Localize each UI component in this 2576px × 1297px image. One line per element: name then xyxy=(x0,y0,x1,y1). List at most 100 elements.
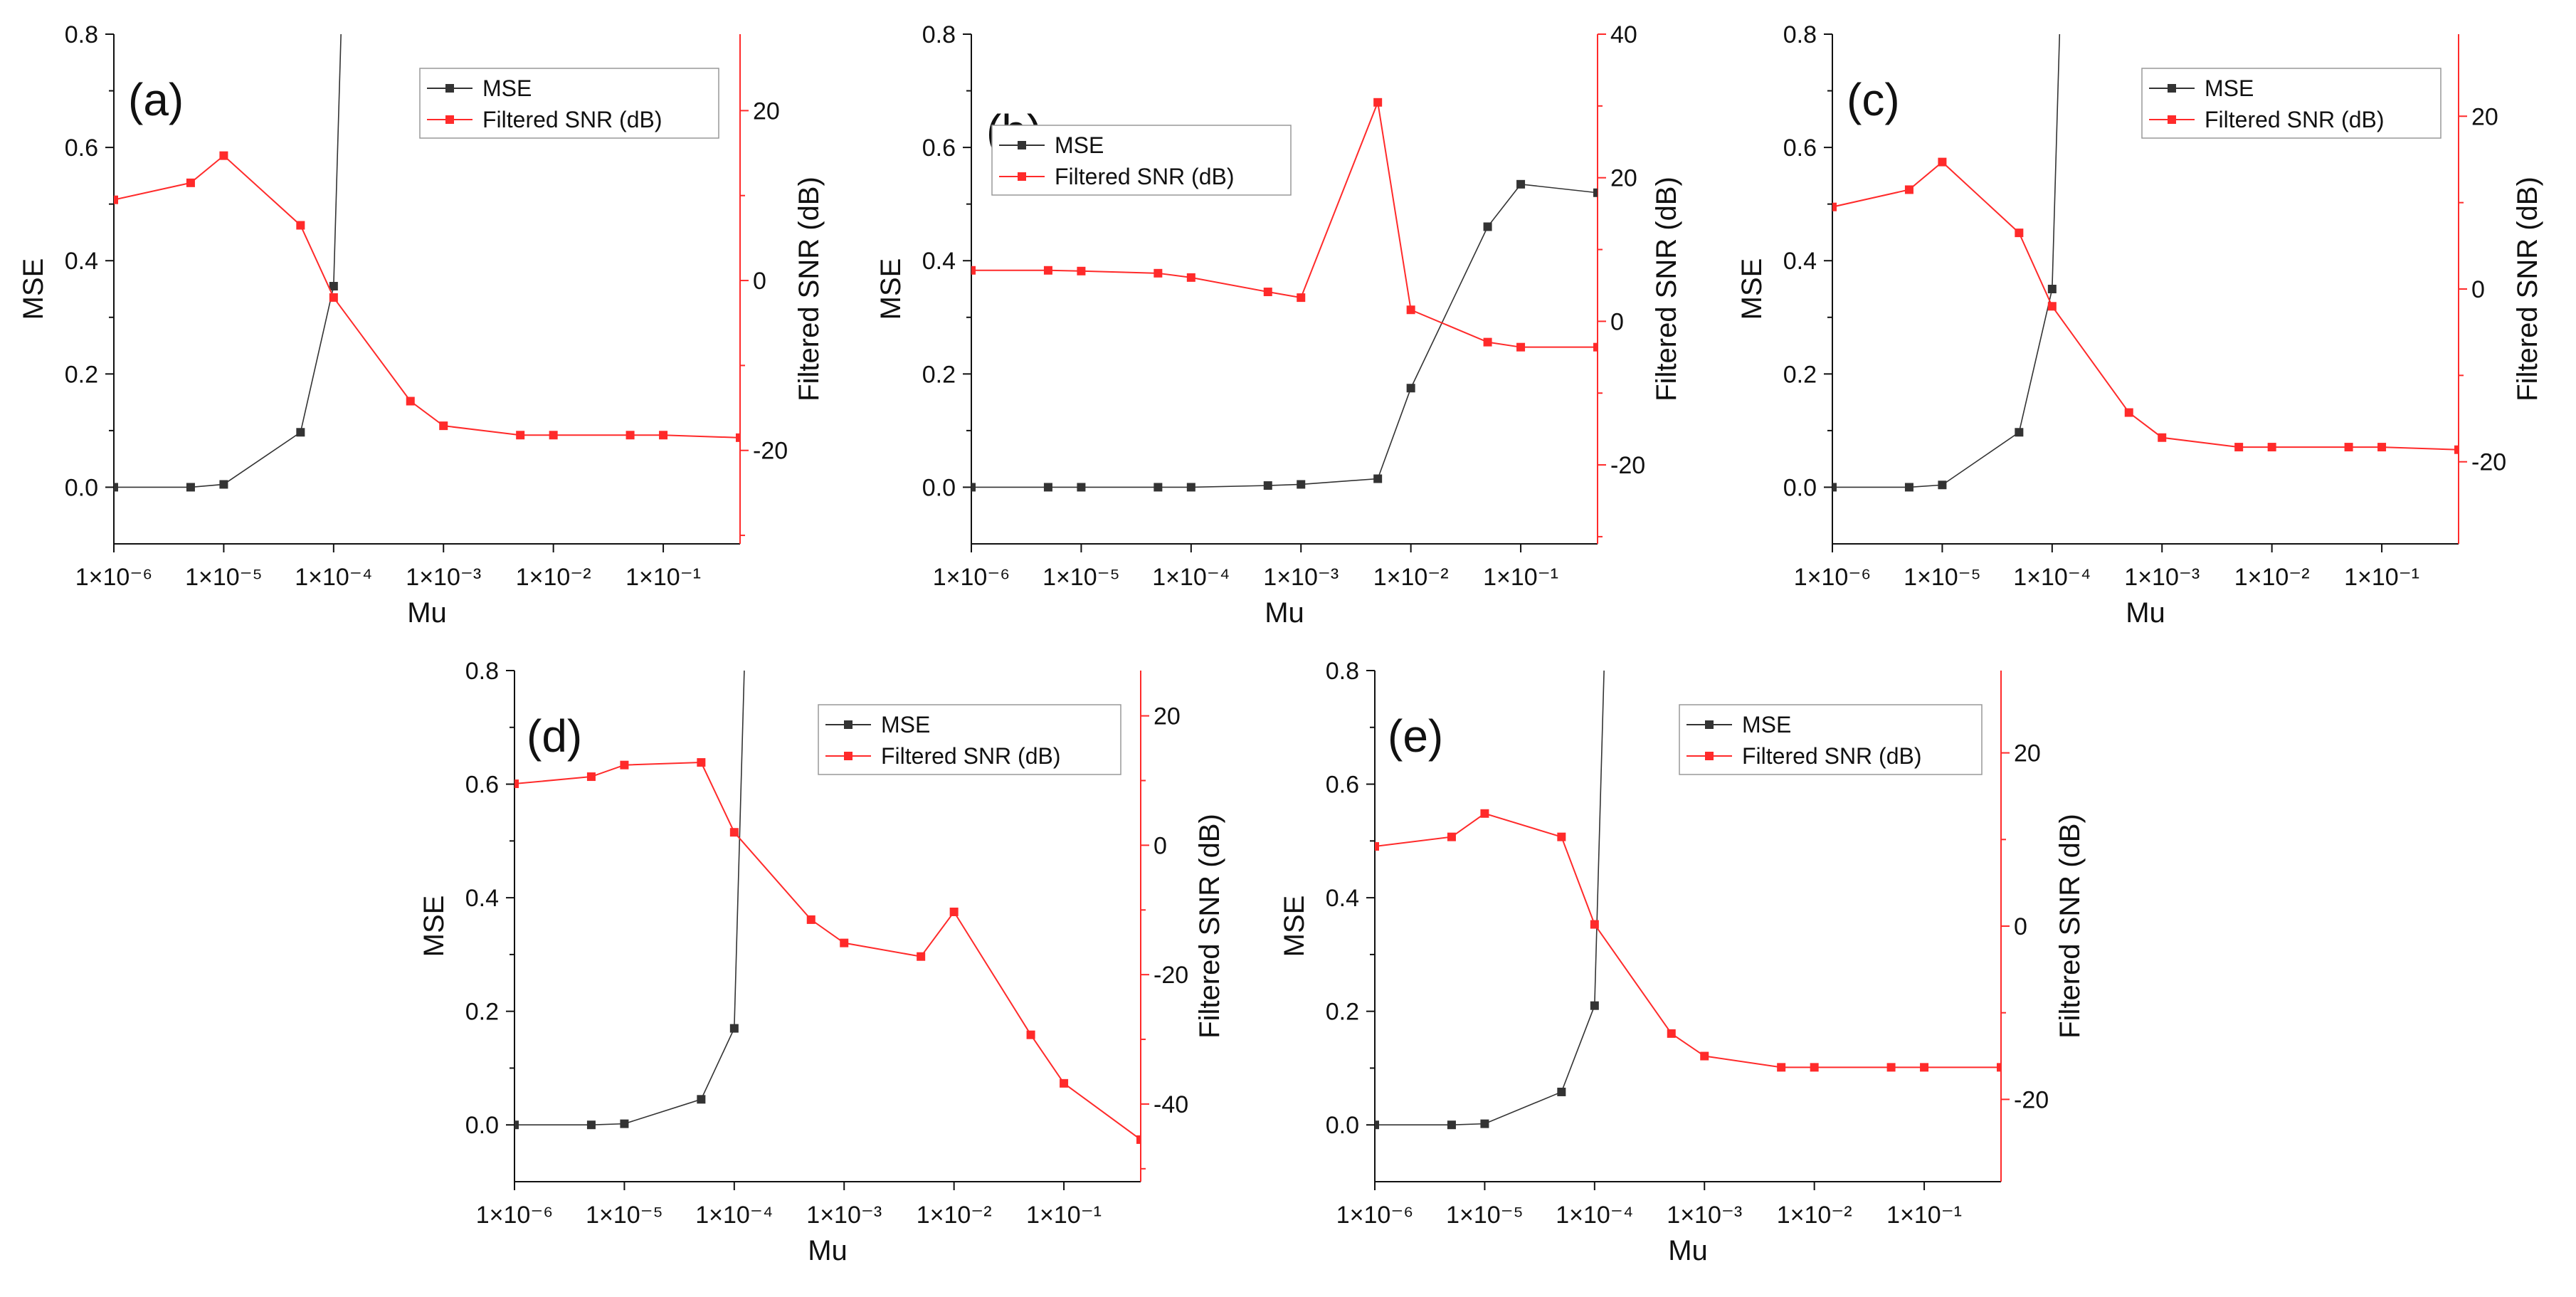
mse-point xyxy=(1593,188,1598,197)
legend-marker xyxy=(2168,115,2176,124)
y2-axis-title: Filtered SNR (dB) xyxy=(1651,177,1682,401)
legend-box xyxy=(2141,68,2442,139)
x-tick-label: 1×10⁻¹ xyxy=(625,564,701,591)
chart-panel-3: 1×10⁻⁶ 1×10⁻⁵ 1×10⁻⁴ 1×10⁻³ 1×10⁻² 1×10⁻¹ 0.0 0… xyxy=(1736,21,2543,629)
mse-point xyxy=(586,1120,596,1130)
snr-point xyxy=(296,221,305,230)
y2-tick-label: -20 xyxy=(1154,962,1188,989)
x-axis-title: Mu xyxy=(1265,597,1304,629)
snr-point xyxy=(1186,273,1195,282)
snr-line xyxy=(514,762,1141,1140)
legend: MSE Filtered SNR (dB) xyxy=(1679,704,1983,775)
series-group xyxy=(114,34,740,492)
chart-panel-1: 1×10⁻⁶ 1×10⁻⁵ 1×10⁻⁴ 1×10⁻³ 1×10⁻² 1×10⁻¹ 0.0 0… xyxy=(18,21,825,629)
x-tick-label: 1×10⁻³ xyxy=(1667,1202,1742,1229)
x-tick-label: 1×10⁻⁵ xyxy=(1042,564,1120,591)
x-tick-label: 1×10⁻² xyxy=(2234,564,2310,591)
mse-point xyxy=(1154,483,1163,492)
y-axis-title: MSE xyxy=(1736,258,1768,320)
snr-point xyxy=(1667,1029,1676,1038)
mse-point xyxy=(1557,1087,1566,1096)
legend-label: MSE xyxy=(2205,75,2254,101)
chart-panel-4: 1×10⁻⁶ 1×10⁻⁵ 1×10⁻⁴ 1×10⁻³ 1×10⁻² 1×10⁻¹ 0.0 0… xyxy=(418,658,1225,1266)
mse-point xyxy=(1447,1120,1456,1130)
snr-point xyxy=(219,151,228,160)
panel-label: (a) xyxy=(128,74,184,125)
mse-point xyxy=(114,483,118,492)
snr-point xyxy=(1700,1051,1709,1061)
snr-point xyxy=(2047,302,2057,311)
snr-line xyxy=(1832,161,2459,451)
x-tick-label: 1×10⁻¹ xyxy=(2344,564,2419,591)
y2-tick-label: -20 xyxy=(2471,449,2506,476)
y-tick-label: 0.2 xyxy=(65,361,98,388)
x-tick-label: 1×10⁻³ xyxy=(806,1202,882,1229)
mse-line xyxy=(1375,671,1605,1126)
y-tick-label: 0.4 xyxy=(1783,248,1817,275)
x-tick-label: 1×10⁻⁶ xyxy=(75,564,153,591)
legend-marker xyxy=(2168,84,2176,93)
snr-point xyxy=(659,431,668,440)
snr-point xyxy=(1297,293,1306,303)
y-tick-label: 0.4 xyxy=(65,248,98,275)
legend: MSE Filtered SNR (dB) xyxy=(419,68,719,139)
snr-point xyxy=(1263,288,1272,297)
snr-line xyxy=(114,154,740,439)
y2-tick-label: 20 xyxy=(1610,165,1637,192)
legend-marker xyxy=(445,84,454,93)
y-tick-label: 0.0 xyxy=(922,474,956,501)
snr-point xyxy=(1886,1063,1896,1072)
mse-point xyxy=(1904,483,1913,492)
y-tick-label: 0.6 xyxy=(1783,135,1817,162)
legend-box xyxy=(818,704,1121,775)
x-axis-title: Mu xyxy=(2126,597,2165,629)
snr-point xyxy=(2234,443,2244,452)
snr-point xyxy=(1373,98,1383,107)
legend-marker xyxy=(844,720,852,729)
chart-panel-5: 1×10⁻⁶ 1×10⁻⁵ 1×10⁻⁴ 1×10⁻³ 1×10⁻² 1×10⁻¹ 0.0 0… xyxy=(1279,658,2086,1266)
snr-point xyxy=(1516,342,1526,352)
y2-tick-label: 0 xyxy=(2471,276,2485,303)
mse-point xyxy=(1406,384,1415,393)
x-tick-label: 1×10⁻⁴ xyxy=(695,1202,773,1229)
x-tick-label: 1×10⁻⁶ xyxy=(933,564,1010,591)
snr-point xyxy=(406,397,415,406)
mse-point xyxy=(1297,480,1306,489)
snr-point xyxy=(697,758,706,767)
y-axis-title: MSE xyxy=(875,258,907,320)
x-tick-label: 1×10⁻⁵ xyxy=(185,564,263,591)
snr-point xyxy=(1026,1030,1035,1039)
legend-marker xyxy=(1705,752,1714,760)
snr-point xyxy=(1904,185,1913,194)
snr-point xyxy=(1375,842,1379,851)
mse-line xyxy=(971,183,1598,488)
mse-point xyxy=(1590,1001,1599,1010)
snr-point xyxy=(2344,443,2353,452)
snr-point xyxy=(1938,157,1947,167)
x-tick-label: 1×10⁻² xyxy=(516,564,591,591)
y-tick-label: 0.4 xyxy=(465,885,499,912)
x-tick-label: 1×10⁻⁶ xyxy=(1336,1202,1414,1229)
y2-tick-label: -20 xyxy=(2014,1086,2049,1113)
snr-point xyxy=(917,952,926,961)
snr-point xyxy=(1077,266,1086,275)
y-tick-label: 0.8 xyxy=(465,658,499,685)
mse-point xyxy=(2047,285,2057,293)
snr-point xyxy=(1483,337,1492,347)
mse-point xyxy=(1373,474,1383,483)
mse-point xyxy=(729,1024,739,1033)
x-tick-label: 1×10⁻¹ xyxy=(1026,1202,1102,1229)
series-group xyxy=(1375,671,2001,1130)
snr-point xyxy=(1593,342,1598,352)
legend-box xyxy=(991,125,1292,196)
x-tick-label: 1×10⁻⁶ xyxy=(1794,564,1872,591)
y-tick-label: 0.2 xyxy=(1326,999,1359,1026)
legend-label: Filtered SNR (dB) xyxy=(1742,743,1922,769)
snr-line xyxy=(971,100,1598,348)
y-tick-label: 0.8 xyxy=(65,21,98,48)
y-tick-label: 0.8 xyxy=(1783,21,1817,48)
x-tick-label: 1×10⁻² xyxy=(917,1202,992,1229)
snr-line xyxy=(1375,812,2001,1068)
y-tick-label: 0.2 xyxy=(465,999,499,1026)
x-tick-label: 1×10⁻⁴ xyxy=(1152,564,1230,591)
